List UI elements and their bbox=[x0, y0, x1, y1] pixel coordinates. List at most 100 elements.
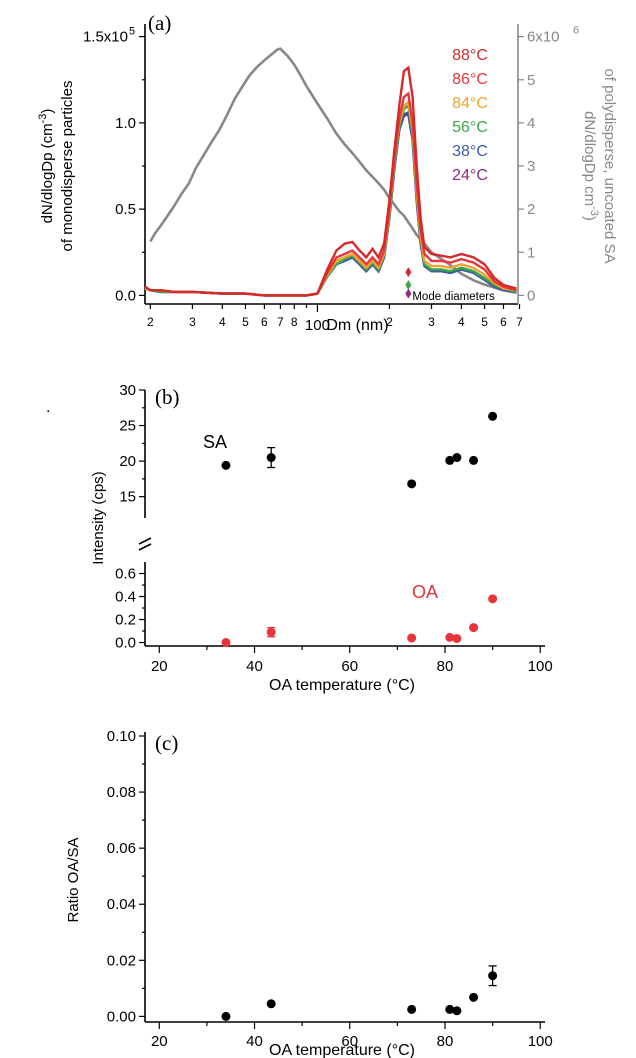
x-tick-label-a: 6 bbox=[500, 315, 507, 329]
x-tick-label-b: 40 bbox=[246, 658, 263, 675]
x-tick-label-a: 4 bbox=[458, 315, 465, 329]
y-label-right-sup: -3 bbox=[588, 206, 600, 216]
panel-b-label: (b) bbox=[155, 385, 180, 409]
x-tick-label-c: 60 bbox=[341, 1033, 358, 1050]
y-tick-text: 1.5x10 bbox=[83, 29, 128, 46]
oa-point bbox=[452, 634, 462, 644]
y-tick-label-lower-b: 0.0 bbox=[115, 635, 136, 652]
x-tick-label-b: 20 bbox=[151, 658, 168, 675]
legend-item: 84°C bbox=[452, 95, 488, 112]
panel-a-label: (a) bbox=[148, 11, 171, 35]
y-tick-label-right-a: 6x10 bbox=[527, 29, 560, 46]
x-tick-label-a: 4 bbox=[219, 315, 226, 329]
sa-label: SA bbox=[203, 432, 227, 452]
ratio-point bbox=[407, 1004, 417, 1014]
x-tick-label-b: 80 bbox=[437, 658, 454, 675]
x-tick-label-a: 7 bbox=[516, 315, 523, 329]
y-tick-label-left-a: 1.5x10 bbox=[83, 29, 128, 46]
ratio-point bbox=[452, 1006, 462, 1016]
axis-break-b bbox=[138, 537, 152, 545]
y-label-left-text: dN/dlogDp (cm bbox=[39, 123, 56, 223]
oa-point bbox=[221, 638, 231, 648]
y-tick-label-c: 0.10 bbox=[107, 728, 136, 745]
legend-item: 24°C bbox=[452, 167, 488, 184]
x-tick-label-a: 5 bbox=[481, 315, 488, 329]
y-tick-text: 0.5 bbox=[115, 201, 136, 218]
y-tick-label-lower-b: 0.2 bbox=[115, 612, 136, 629]
y-tick-label-c: 0.06 bbox=[107, 840, 136, 857]
y-label-right-text: dN/dlogDp cm bbox=[581, 111, 598, 206]
legend-item: 38°C bbox=[452, 143, 488, 160]
x-tick-label-a: 100 bbox=[305, 317, 330, 334]
ratio-point bbox=[488, 971, 498, 981]
mode-diamond bbox=[405, 288, 412, 299]
oa-point bbox=[445, 632, 455, 642]
sa-point bbox=[488, 411, 498, 421]
x-tick-label-c: 80 bbox=[437, 1033, 454, 1050]
axis-break-b-2 bbox=[138, 543, 152, 551]
y-tick-label-right-a: 2 bbox=[527, 201, 535, 218]
ratio-point bbox=[221, 1011, 231, 1021]
y-tick-label-c: 0.04 bbox=[107, 896, 136, 913]
mode-diamond bbox=[405, 280, 412, 291]
mode-diameters-annotation: Mode diameters bbox=[412, 291, 495, 303]
x-tick-label-a: 5 bbox=[242, 315, 249, 329]
y-label-left-sup: -3 bbox=[37, 114, 49, 124]
y-axis-label-right-a: dN/dlogDp cm-3) bbox=[581, 111, 600, 221]
y-tick-label-upper-b: 30 bbox=[119, 382, 136, 399]
y-tick-text: 1.0 bbox=[115, 115, 136, 132]
x-tick-label-a: 8 bbox=[291, 315, 298, 329]
x-tick-label-b: 100 bbox=[528, 658, 553, 675]
oa-label: OA bbox=[412, 582, 438, 602]
x-tick-label-a: 3 bbox=[428, 315, 435, 329]
y-tick-label-left-a: 1.0 bbox=[115, 115, 136, 132]
y-tick-label-left-a: 0.0 bbox=[115, 287, 136, 304]
y-tick-label-upper-b: 20 bbox=[119, 453, 136, 470]
sa-point bbox=[445, 455, 455, 465]
sa-point bbox=[221, 460, 231, 470]
legend-item: 86°C bbox=[452, 71, 488, 88]
oa-point bbox=[469, 623, 479, 633]
polydisperse-line bbox=[149, 47, 517, 295]
x-tick-label-c: 40 bbox=[246, 1033, 263, 1050]
oa-point bbox=[407, 633, 417, 643]
x-axis-label-b: OA temperature (°C) bbox=[269, 677, 415, 694]
y-tick-label-lower-b: 0.6 bbox=[115, 566, 136, 583]
sa-point bbox=[266, 453, 276, 463]
y-left-exponent: 5 bbox=[129, 26, 135, 38]
x-tick-label-a: 2 bbox=[147, 315, 154, 329]
x-tick-label-c: 100 bbox=[528, 1033, 553, 1050]
y-right-exponent: 6 bbox=[573, 25, 579, 37]
stray-mark: . bbox=[46, 399, 50, 416]
ratio-point bbox=[445, 1004, 455, 1014]
x-tick-label-a: 7 bbox=[277, 315, 284, 329]
ratio-point bbox=[266, 999, 276, 1009]
y-tick-label-right-a: 5 bbox=[527, 72, 535, 89]
x-axis-label-a: Dm (nm) bbox=[326, 317, 388, 334]
y-axis-label-right-a-2: of polydisperse, uncoated SA bbox=[601, 68, 618, 263]
y-tick-label-c: 0.08 bbox=[107, 784, 136, 801]
oa-point bbox=[266, 627, 276, 637]
y-tick-label-c: 0.02 bbox=[107, 952, 136, 969]
y-tick-label-right-a: 0 bbox=[527, 287, 535, 304]
panel-b: (b). 15 20 25 30 0.0 0.2 0.4 0.6 20 40 60 80 100 OA te… bbox=[46, 382, 553, 694]
y-axis-label-left-a-2: of monodisperse particles bbox=[59, 81, 76, 252]
x-tick-label-c: 20 bbox=[151, 1033, 168, 1050]
ratio-point bbox=[469, 992, 479, 1002]
y-axis-label-b: Intensity (cps) bbox=[90, 471, 107, 564]
y-label-left-end: ) bbox=[39, 109, 56, 114]
y-tick-label-c: 0.00 bbox=[107, 1008, 136, 1025]
legend-item: 88°C bbox=[452, 47, 488, 64]
sa-point bbox=[469, 455, 479, 465]
y-tick-label-right-a: 1 bbox=[527, 244, 535, 261]
x-tick-label-a: 3 bbox=[189, 315, 196, 329]
oa-point bbox=[488, 594, 498, 604]
panel-c: (c) 0.00 0.02 0.04 0.06 0.08 0.10 20 40 60 80 100 OA… bbox=[65, 728, 553, 1058]
y-tick-label-upper-b: 25 bbox=[119, 418, 136, 435]
y-tick-label-lower-b: 0.4 bbox=[115, 589, 136, 606]
y-tick-text: 0.0 bbox=[115, 287, 136, 304]
y-axis-label-left-a: dN/dlogDp (cm-3) bbox=[37, 109, 56, 224]
y-tick-label-right-a: 4 bbox=[527, 115, 535, 132]
